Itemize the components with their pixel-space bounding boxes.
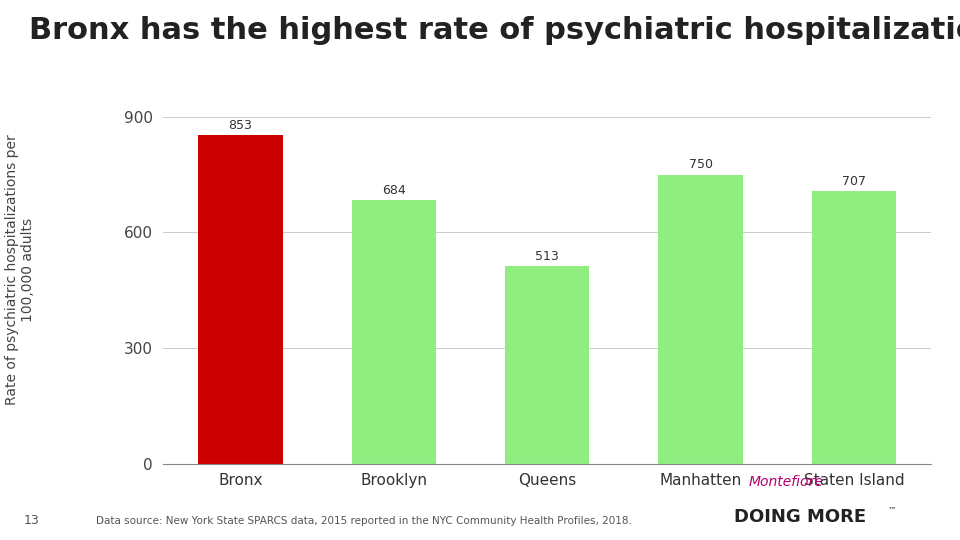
Text: 684: 684 <box>382 184 406 197</box>
Bar <box>812 191 897 464</box>
Text: Montefiore: Montefiore <box>749 475 824 489</box>
Text: 853: 853 <box>228 119 252 132</box>
Text: ™: ™ <box>888 505 897 515</box>
Text: Bronx has the highest rate of psychiatric hospitalizations: Bronx has the highest rate of psychiatri… <box>29 16 960 45</box>
Text: 513: 513 <box>536 250 559 263</box>
Text: 13: 13 <box>24 514 39 526</box>
Bar <box>659 174 743 464</box>
Text: DOING MORE: DOING MORE <box>734 509 867 526</box>
Bar <box>351 200 436 464</box>
Text: 750: 750 <box>688 158 712 171</box>
Text: Rate of psychiatric hospitalizations per
100,000 adults: Rate of psychiatric hospitalizations per… <box>5 134 35 406</box>
Text: Data source: New York State SPARCS data, 2015 reported in the NYC Community Heal: Data source: New York State SPARCS data,… <box>96 516 632 526</box>
Bar <box>198 134 282 464</box>
Text: 707: 707 <box>842 175 866 188</box>
Bar <box>505 266 589 464</box>
